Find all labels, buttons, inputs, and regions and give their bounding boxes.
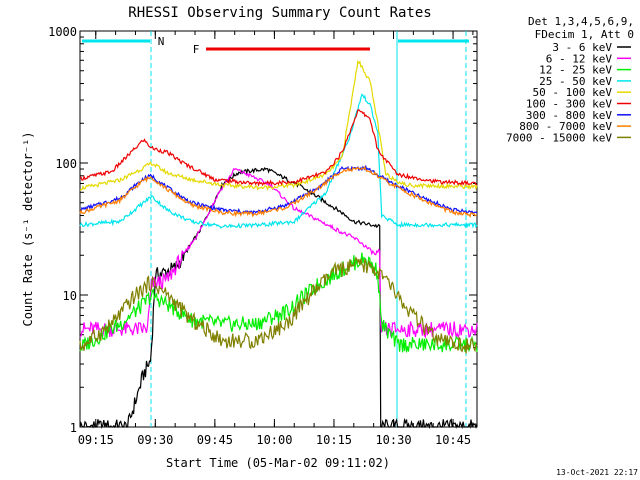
series-line-1 bbox=[79, 167, 478, 339]
x-tick-label: 09:30 bbox=[137, 433, 173, 447]
plot-frame bbox=[79, 30, 478, 428]
x-tick-label: 10:45 bbox=[435, 433, 471, 447]
y-tick-label: 1 bbox=[70, 421, 77, 435]
series-lines bbox=[79, 59, 478, 430]
series-line-6 bbox=[79, 164, 478, 217]
chart-title: RHESSI Observing Summary Count Rates bbox=[128, 5, 431, 21]
x-axis-label: Start Time (05-Mar-02 09:11:02) bbox=[166, 456, 390, 470]
legend-entry-label: 7000 - 15000 keV bbox=[506, 131, 612, 144]
legend-entry-label: 25 - 50 keV bbox=[539, 75, 612, 88]
series-line-2 bbox=[79, 252, 478, 353]
series-line-4 bbox=[79, 59, 478, 192]
x-tick-label: 10:00 bbox=[256, 433, 292, 447]
legend-entry-label: 100 - 300 keV bbox=[526, 98, 612, 111]
footer-date: 13-Oct-2021 22:17 bbox=[556, 468, 638, 477]
legend-entry-label: 300 - 800 keV bbox=[526, 109, 612, 122]
series-line-0 bbox=[79, 167, 478, 430]
legend-entry-label: 3 - 6 keV bbox=[552, 41, 612, 54]
flare-label: F bbox=[193, 43, 200, 56]
legend-entry-label: 12 - 25 keV bbox=[539, 64, 612, 77]
legend-entry-label: 6 - 12 keV bbox=[546, 52, 613, 65]
series-line-5 bbox=[79, 109, 478, 187]
series-line-3 bbox=[79, 93, 478, 229]
night-label: N bbox=[158, 35, 165, 48]
y-tick-label: 10 bbox=[63, 289, 77, 303]
series-line-8 bbox=[79, 256, 478, 354]
y-axis-label: Count Rate (s⁻¹ detector⁻¹) bbox=[21, 131, 35, 326]
x-tick-label: 10:15 bbox=[316, 433, 352, 447]
legend-header-line-1: Det 1,3,4,5,6,9, bbox=[528, 15, 634, 28]
legend-entry-label: 50 - 100 keV bbox=[533, 86, 613, 99]
legend-header-line-2: FDecim 1, Att 0 bbox=[535, 28, 634, 41]
y-tick-label: 1000 bbox=[48, 25, 77, 39]
y-tick-label: 100 bbox=[55, 157, 77, 171]
x-tick-label: 09:15 bbox=[78, 433, 114, 447]
series-line-7 bbox=[79, 165, 478, 218]
observing-markers: NF bbox=[82, 31, 469, 427]
x-tick-label: 10:30 bbox=[375, 433, 411, 447]
legend-entry-label: 800 - 7000 keV bbox=[519, 120, 612, 133]
axis-ticks: 09:15 09:30 09:45 10:00 10:15 10:30 10:45 1 10 10… bbox=[48, 25, 477, 447]
x-tick-label: 09:45 bbox=[197, 433, 233, 447]
